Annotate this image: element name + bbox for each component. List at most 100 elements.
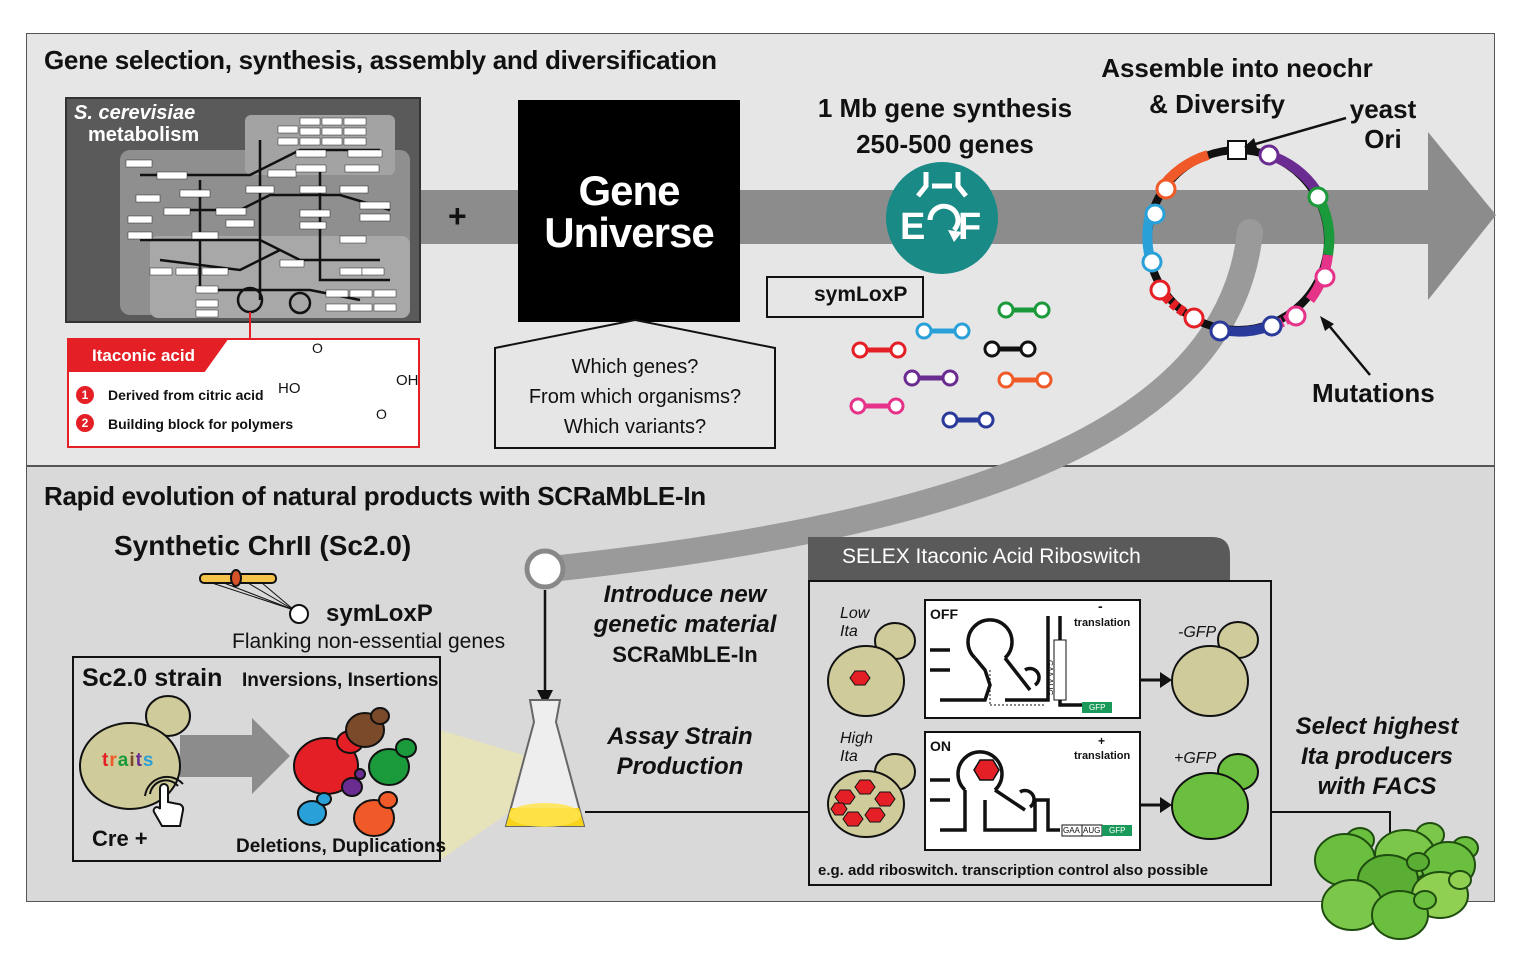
strain-graphics xyxy=(79,695,417,837)
synthetic-chromosome xyxy=(199,569,309,624)
gene-universe-line1: Gene xyxy=(578,167,680,214)
itaconic-header xyxy=(67,338,229,372)
gaa-aug-vertical: GAA AUG xyxy=(1045,660,1054,696)
symloxp-label: symLoxP xyxy=(326,600,433,627)
introduce-line1: Introduce new xyxy=(603,581,767,608)
selex-tab xyxy=(808,537,1230,580)
logo-letter-e: E xyxy=(900,206,926,248)
selex-title: SELEX Itaconic Acid Riboswitch xyxy=(842,545,1141,568)
symloxp-legend-box xyxy=(766,276,924,318)
minus-gfp-label: -GFP xyxy=(1178,624,1217,641)
ori-box xyxy=(1227,140,1247,160)
minus-sign: - xyxy=(1098,598,1103,614)
green-yeast-cluster xyxy=(1314,822,1479,940)
question-1: Which genes? xyxy=(571,356,699,378)
select-line3: with FACS xyxy=(1317,773,1437,800)
cre-label: Cre + xyxy=(92,826,148,851)
high-ita-line1: High xyxy=(840,730,873,747)
yeast-ori-line1: yeast xyxy=(1349,94,1417,124)
formula-o-2: O xyxy=(376,406,387,422)
assemble-label: Assemble into neochr & Diversify xyxy=(1092,50,1382,122)
metabolism-title-rest: metabolism xyxy=(88,124,200,146)
itaconic-num-1: 1 xyxy=(76,386,94,404)
select-label: Select highest Ita producers with FACS xyxy=(1272,712,1482,802)
yeast-ori-label: yeast Ori xyxy=(1338,94,1428,154)
low-ita-line1: Low xyxy=(840,605,870,622)
dumbbells xyxy=(849,301,1053,429)
strain-deletions: Deletions, Duplications xyxy=(236,836,447,857)
introduce-line2: genetic material xyxy=(593,611,777,638)
introduce-curve xyxy=(547,219,1263,581)
flanking-label: Flanking non-essential genes xyxy=(232,630,506,653)
formula-o-1: O xyxy=(312,340,323,356)
curve-start-circle xyxy=(524,548,566,590)
gene-universe-line2: Universe xyxy=(544,209,714,256)
low-ita-line2: Ita xyxy=(840,623,858,640)
traits-letter: i xyxy=(129,750,136,771)
top-heading: Gene selection, synthesis, assembly and … xyxy=(44,45,717,75)
question-3: Which variants? xyxy=(563,416,707,438)
low-ita-label: Low Ita xyxy=(840,605,869,641)
assay-line2: Production xyxy=(616,753,744,780)
strain-inversions: Inversions, Insertions xyxy=(242,670,439,691)
traits-letter: t xyxy=(102,750,110,771)
traits-label: traits xyxy=(102,750,155,772)
translation-on: translation xyxy=(1074,750,1131,762)
introduce-label: Introduce new genetic material SCRaMbLE-… xyxy=(572,580,798,670)
logo-letter-f: F xyxy=(958,206,982,248)
strain-title: Sc2.0 strain xyxy=(82,664,223,692)
assay-line1: Assay Strain xyxy=(607,723,753,750)
traits-letter: r xyxy=(109,750,118,771)
plus-sign-selex: + xyxy=(1098,734,1106,748)
symloxp-legend-label: symLoxP xyxy=(814,283,908,306)
bottom-heading: Rapid evolution of natural products with… xyxy=(44,481,706,511)
traits-letter: s xyxy=(142,750,155,771)
formula-ho: HO xyxy=(278,380,301,397)
traits-letter: a xyxy=(117,750,130,771)
itaconic-item-2: Building block for polymers xyxy=(108,416,294,432)
strain-box xyxy=(72,656,441,862)
plus-sign: + xyxy=(448,198,467,234)
on-label: ON xyxy=(930,738,951,754)
gaa-label: GAA xyxy=(1063,826,1080,835)
synthesis-label: 1 Mb gene synthesis 250-500 genes xyxy=(800,90,1090,162)
high-ita-line2: Ita xyxy=(840,748,858,765)
gfp-box-on: GFP xyxy=(1109,826,1126,835)
gfp-box-off: GFP xyxy=(1089,703,1106,712)
traits-letter: t xyxy=(135,750,143,771)
finger-tap-icon xyxy=(144,775,185,827)
off-label: OFF xyxy=(930,606,958,622)
assemble-line1: Assemble into neochr xyxy=(1101,53,1373,83)
yeast-ori-line2: Ori xyxy=(1364,124,1402,154)
introduce-line3: SCRaMbLE-In xyxy=(612,642,758,667)
assemble-line2: & Diversify xyxy=(1149,89,1285,119)
mutations-label: Mutations xyxy=(1312,378,1435,408)
gaa-vertical: GAA xyxy=(1045,660,1054,677)
metabolism-title: S. cerevisiae metabolism xyxy=(74,102,199,146)
gene-universe-box xyxy=(518,100,740,322)
high-ita-label: High Ita xyxy=(840,730,873,766)
aug-label: AUG xyxy=(1083,826,1101,835)
translation-off: translation xyxy=(1074,617,1131,629)
aug-vertical: AUG xyxy=(1045,678,1054,696)
flask-icon xyxy=(504,699,586,827)
synthesis-logo-circle xyxy=(886,162,998,274)
question-2: From which organisms? xyxy=(528,386,742,408)
gene-universe-label: Gene Universe xyxy=(518,170,740,254)
itaconic-item-1: Derived from citric acid xyxy=(108,387,264,403)
formula-oh: OH xyxy=(396,372,419,389)
select-line2: Ita producers xyxy=(1300,743,1454,770)
assay-label: Assay Strain Production xyxy=(580,722,780,782)
questions-callout xyxy=(494,318,776,449)
main-arrow-head xyxy=(1428,132,1496,300)
select-line1: Select highest xyxy=(1295,713,1459,740)
plus-gfp-label: +GFP xyxy=(1174,750,1217,767)
itaconic-title: Itaconic acid xyxy=(92,346,195,365)
selex-footer: e.g. add riboswitch. transcription contr… xyxy=(818,862,1209,879)
synthetic-chr-label: Synthetic ChrII (Sc2.0) xyxy=(114,530,412,561)
selex-box xyxy=(808,580,1272,886)
metabolism-title-species: S. cerevisiae xyxy=(74,102,196,124)
itaconic-num-2: 2 xyxy=(76,414,94,432)
questions-list: Which genes? From which organisms? Which… xyxy=(494,352,776,442)
